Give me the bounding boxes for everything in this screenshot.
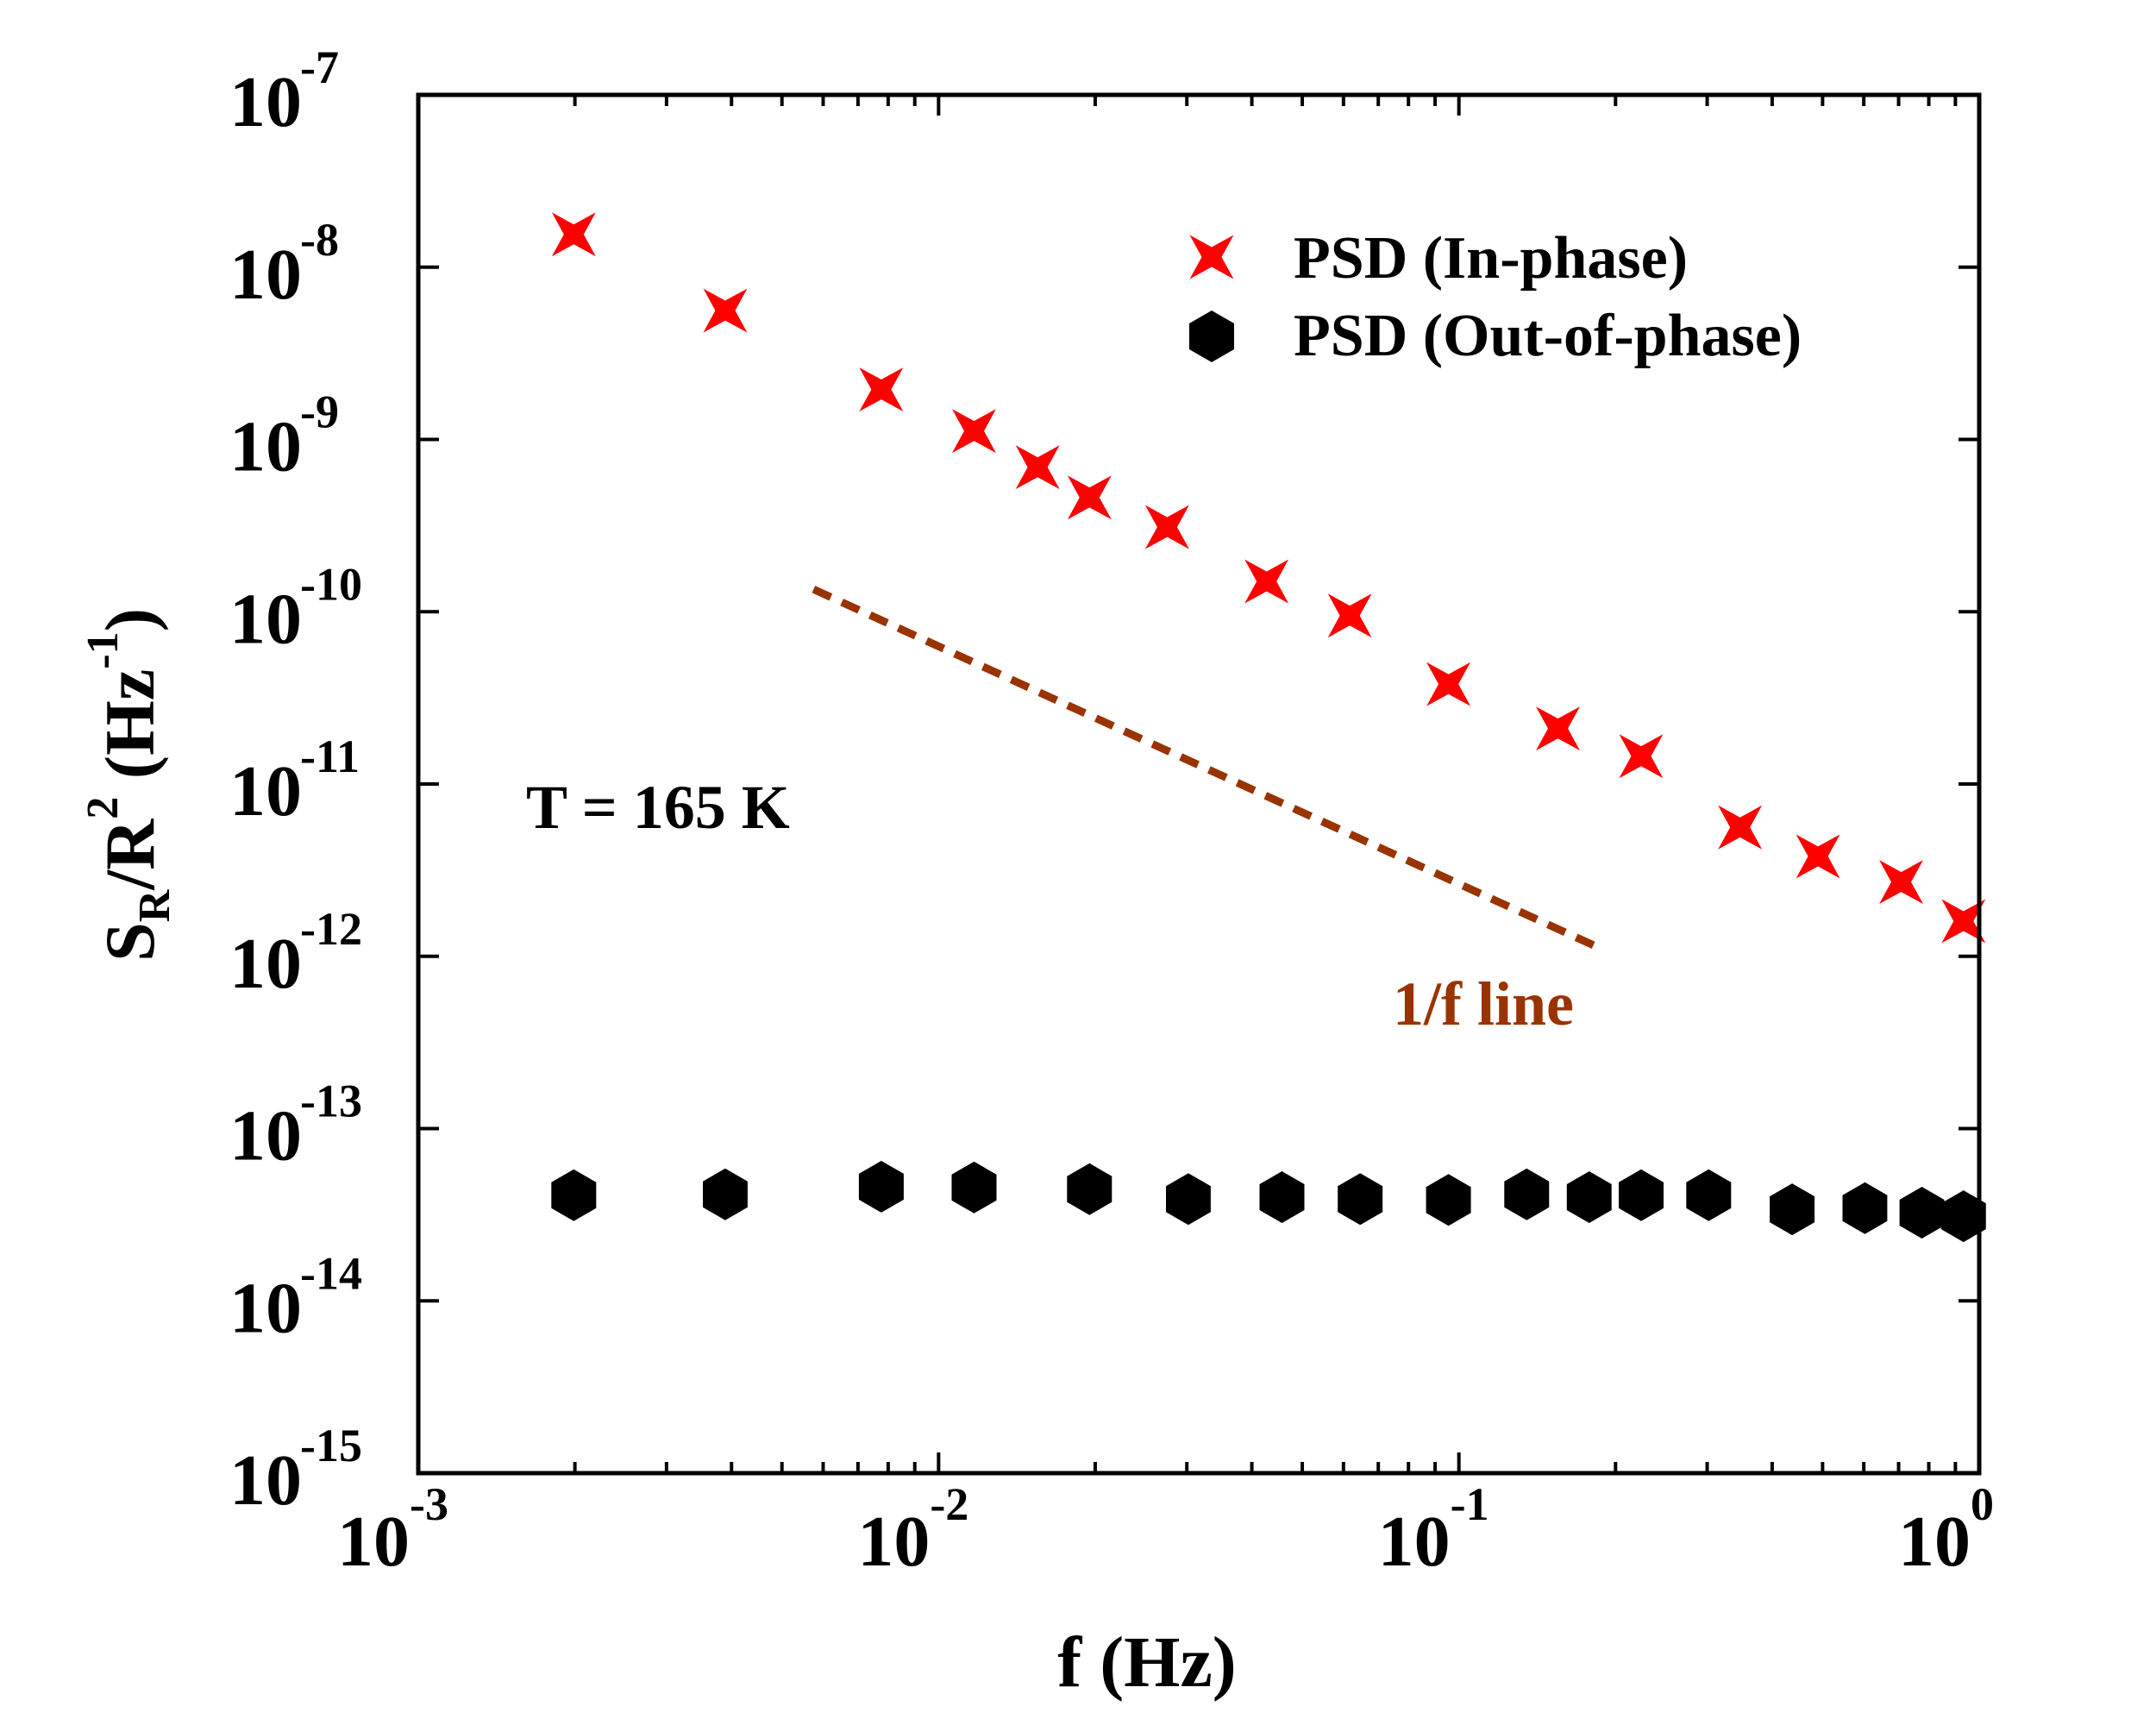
- y-tick-label: 10: [229, 1096, 302, 1176]
- data-point: [1619, 1169, 1664, 1221]
- x-tick-label-exponent: 0: [1971, 1478, 1994, 1530]
- y-tick-label-exponent: -11: [300, 731, 360, 782]
- data-point: [951, 1161, 997, 1214]
- y-tick-label-exponent: -7: [300, 41, 339, 93]
- y-tick-label: 10: [229, 924, 302, 1004]
- data-point: [1067, 475, 1112, 520]
- x-tick-label: 10: [857, 1502, 930, 1582]
- data-point: [1796, 834, 1840, 879]
- data-point: [1426, 1174, 1471, 1226]
- data-point: [1536, 706, 1580, 751]
- data-point: [1015, 445, 1060, 490]
- legend-marker-in-phase: [1189, 235, 1234, 279]
- reference-line-label: 1/f line: [1393, 969, 1574, 1038]
- data-point: [859, 367, 904, 411]
- data-point: [1899, 1187, 1945, 1239]
- series-in-phase: [551, 212, 1986, 944]
- x-tick-label-exponent: -1: [1451, 1478, 1489, 1530]
- x-tick-label: 10: [1378, 1502, 1451, 1582]
- data-point: [551, 1169, 597, 1221]
- y-tick-label-exponent: -15: [300, 1420, 362, 1471]
- reference-line-1-over-f: [812, 586, 1601, 952]
- legend-label-in-phase: PSD (In-phase): [1294, 225, 1688, 292]
- y-tick-label: 10: [229, 751, 302, 831]
- y-tick-label-exponent: -10: [300, 558, 362, 610]
- plot-frame: [416, 92, 1982, 1476]
- y-tick-label: 10: [229, 1440, 302, 1521]
- data-point: [1940, 1190, 1986, 1243]
- x-tick-label-exponent: -3: [410, 1478, 448, 1530]
- x-axis-label: f (Hz): [1057, 1622, 1237, 1703]
- data-point: [1941, 899, 1986, 944]
- data-point: [1327, 593, 1372, 638]
- legend-label-out-of-phase: PSD (Out-of-phase): [1294, 303, 1802, 369]
- y-tick-label-exponent: -14: [300, 1247, 362, 1299]
- data-point: [858, 1160, 904, 1213]
- data-point: [1619, 734, 1664, 779]
- data-point: [1338, 1173, 1383, 1226]
- y-tick-label-exponent: -9: [300, 386, 339, 438]
- data-point: [1770, 1183, 1815, 1236]
- data-point: [1244, 559, 1289, 604]
- y-tick-label: 10: [229, 62, 302, 142]
- data-point: [1718, 805, 1763, 850]
- legend-marker-star: [1189, 235, 1234, 279]
- data-point: [1842, 1182, 1888, 1234]
- data-point: [1259, 1171, 1305, 1223]
- data-point: [1426, 662, 1471, 706]
- x-tick-label-exponent: -2: [930, 1478, 968, 1530]
- data-point: [1067, 1163, 1112, 1215]
- data-point: [1566, 1171, 1612, 1223]
- y-tick-labels: 10-1510-1410-1310-1210-1110-1010-910-810…: [229, 41, 362, 1521]
- data-point: [1144, 505, 1189, 549]
- y-tick-label-exponent: -12: [300, 903, 362, 955]
- data-point: [1504, 1168, 1550, 1220]
- temperature-annotation: T = 165 K: [526, 773, 790, 842]
- y-tick-label-exponent: -8: [300, 214, 339, 266]
- data-point: [551, 212, 596, 257]
- y-tick-label: 10: [229, 1268, 302, 1348]
- x-tick-labels: 10 -3 10 -2 10 -1 10 0: [337, 1478, 1994, 1582]
- legend: PSD (In-phase) PSD (Out-of-phase): [1189, 225, 1802, 369]
- y-axis-label: SR/R2 (Hz-1): [78, 608, 179, 962]
- y-tick-label-exponent: -13: [300, 1076, 362, 1127]
- y-tick-label: 10: [229, 579, 302, 659]
- data-point: [1166, 1173, 1211, 1226]
- legend-marker-out-of-phase: [1189, 310, 1234, 362]
- data-point: [1686, 1169, 1732, 1221]
- x-tick-label: 10: [1898, 1502, 1971, 1582]
- x-tick-label: 10: [337, 1502, 410, 1582]
- legend-marker-hexagon: [1189, 310, 1234, 362]
- data-point: [952, 409, 996, 454]
- y-tick-label: 10: [229, 235, 302, 315]
- data-point: [1879, 860, 1923, 904]
- series-layer: [551, 212, 1986, 1243]
- data-point: [703, 1168, 748, 1220]
- series-out-of-phase: [551, 1160, 1986, 1243]
- y-tick-label: 10: [229, 407, 302, 487]
- data-point: [703, 288, 748, 333]
